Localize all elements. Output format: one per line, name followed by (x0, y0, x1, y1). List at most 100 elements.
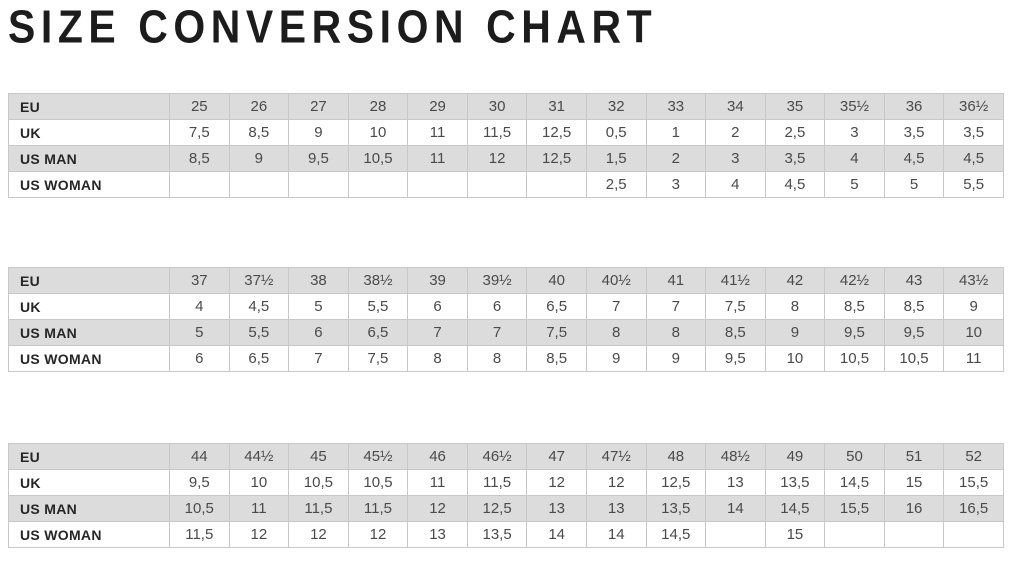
size-cell: 7 (407, 319, 468, 346)
size-cell: 14,5 (764, 495, 826, 522)
size-cell: 10,5 (883, 345, 945, 372)
size-cell: 3,5 (883, 119, 945, 146)
size-cell: 32 (585, 93, 647, 120)
size-cell: 6,5 (526, 293, 587, 320)
size-cell: 42½ (824, 267, 885, 294)
size-cell: 12 (585, 469, 647, 496)
size-cell: 5 (824, 171, 885, 198)
size-cell: 41½ (705, 267, 766, 294)
size-cell: 11 (407, 469, 468, 496)
size-cell: 7 (645, 293, 707, 320)
size-cell (824, 521, 885, 548)
size-cell: 3,5 (943, 119, 1004, 146)
size-cell: 15 (883, 469, 945, 496)
size-cell: 6 (169, 345, 230, 372)
size-cell: 10,5 (347, 145, 409, 172)
size-cell: 6 (466, 293, 528, 320)
size-cell: 7,5 (169, 119, 230, 146)
table-row: US WOMAN 2,5 3 4 4,5 5 5 5,5 (8, 171, 1004, 198)
size-cell: 37½ (228, 267, 290, 294)
size-cell: 10,5 (347, 469, 409, 496)
size-cell: 11 (407, 145, 468, 172)
size-cell: 11,5 (288, 495, 349, 522)
size-cell: 11 (943, 345, 1004, 372)
size-cell: 41 (645, 267, 707, 294)
row-label: EU (8, 267, 170, 294)
size-cell: 8 (466, 345, 528, 372)
table-row: US WOMAN 11,5 12 12 12 13 13,5 14 14 14,5 15 (8, 521, 1004, 548)
size-cell: 0,5 (585, 119, 647, 146)
size-cell: 7 (466, 319, 528, 346)
table-row: US WOMAN 6 6,5 7 7,5 8 8 8,5 9 9 9,5 10 10,5 10,5 11 (8, 345, 1004, 372)
size-cell: 16 (883, 495, 945, 522)
size-cell: 33 (645, 93, 707, 120)
size-cell: 4,5 (943, 145, 1004, 172)
size-cell: 8 (645, 319, 707, 346)
size-cell: 40½ (585, 267, 647, 294)
size-cell: 27 (288, 93, 349, 120)
size-cell (288, 171, 349, 198)
size-cell: 14,5 (824, 469, 885, 496)
size-cell: 46½ (466, 443, 528, 470)
size-cell: 13 (407, 521, 468, 548)
size-cell: 49 (764, 443, 826, 470)
size-cell: 50 (824, 443, 885, 470)
size-cell: 35½ (824, 93, 885, 120)
row-label: US MAN (8, 319, 170, 346)
size-cell: 5 (288, 293, 349, 320)
size-cell: 9 (764, 319, 826, 346)
table-row: US MAN 8,5 9 9,5 10,5 11 12 12,5 1,5 2 3 3,5 4 4,5 4,5 (8, 145, 1004, 172)
size-cell: 40 (526, 267, 587, 294)
size-cell: 14 (705, 495, 766, 522)
size-cell: 35 (764, 93, 826, 120)
size-cell: 25 (169, 93, 230, 120)
size-cell: 7 (288, 345, 349, 372)
size-cell: 9,5 (824, 319, 885, 346)
size-cell: 10 (764, 345, 826, 372)
size-cell: 48½ (705, 443, 766, 470)
size-cell (705, 521, 766, 548)
size-cell: 2 (705, 119, 766, 146)
size-cell: 28 (347, 93, 409, 120)
size-cell: 8 (407, 345, 468, 372)
size-cell: 29 (407, 93, 468, 120)
size-cell: 8,5 (883, 293, 945, 320)
size-cell: 9 (943, 293, 1004, 320)
size-table-eu-37-43: EU 37 37½ 38 38½ 39 39½ 40 40½ 41 41½ 42 42½ 43 43½ UK 4… (8, 267, 1004, 372)
size-cell: 5 (883, 171, 945, 198)
size-cell: 16,5 (943, 495, 1004, 522)
size-cell: 47 (526, 443, 587, 470)
size-cell: 12 (228, 521, 290, 548)
size-cell: 10,5 (824, 345, 885, 372)
size-cell: 14 (585, 521, 647, 548)
size-cell: 6,5 (347, 319, 409, 346)
size-cell (228, 171, 290, 198)
size-cell: 4 (824, 145, 885, 172)
size-cell: 5,5 (347, 293, 409, 320)
size-cell (526, 171, 587, 198)
size-cell: 9,5 (883, 319, 945, 346)
size-cell: 46 (407, 443, 468, 470)
size-cell: 26 (228, 93, 290, 120)
size-cell: 13,5 (466, 521, 528, 548)
size-cell: 9,5 (705, 345, 766, 372)
size-cell: 7 (585, 293, 647, 320)
size-cell: 8,5 (526, 345, 587, 372)
size-cell: 37 (169, 267, 230, 294)
size-cell: 2,5 (764, 119, 826, 146)
size-cell: 42 (764, 267, 826, 294)
size-cell: 51 (883, 443, 945, 470)
row-label: US MAN (8, 145, 170, 172)
size-cell: 3,5 (764, 145, 826, 172)
size-cell: 36½ (943, 93, 1004, 120)
size-table-body: EU 25 26 27 28 29 30 31 32 33 34 35 35½ 36 36½ UK 7,5 8,5… (8, 93, 1004, 198)
table-row: EU 25 26 27 28 29 30 31 32 33 34 35 35½ 36 36½ (8, 93, 1004, 120)
table-row: EU 44 44½ 45 45½ 46 46½ 47 47½ 48 48½ 49 50 51 52 (8, 443, 1004, 470)
size-cell: 48 (645, 443, 707, 470)
size-cell: 8,5 (228, 119, 290, 146)
size-cell: 9 (228, 145, 290, 172)
size-cell: 43 (883, 267, 945, 294)
table-row: UK 4 4,5 5 5,5 6 6 6,5 7 7 7,5 8 8,5 8,5 9 (8, 293, 1004, 320)
size-cell: 4 (705, 171, 766, 198)
table-row: EU 37 37½ 38 38½ 39 39½ 40 40½ 41 41½ 42 42½ 43 43½ (8, 267, 1004, 294)
